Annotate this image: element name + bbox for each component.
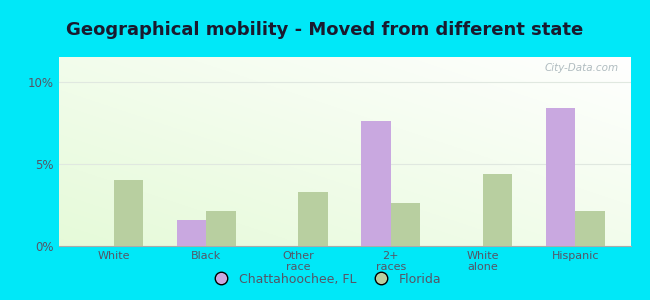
Bar bbox=[391, 203, 420, 246]
Bar bbox=[177, 220, 206, 246]
Bar bbox=[545, 108, 575, 246]
Bar bbox=[206, 212, 236, 246]
Bar bbox=[114, 180, 144, 246]
Bar bbox=[483, 174, 512, 246]
Bar bbox=[575, 212, 604, 246]
Text: Geographical mobility - Moved from different state: Geographical mobility - Moved from diffe… bbox=[66, 21, 584, 39]
Legend: Chattahoochee, FL, Florida: Chattahoochee, FL, Florida bbox=[203, 268, 447, 291]
Text: City-Data.com: City-Data.com bbox=[545, 63, 619, 73]
Bar bbox=[298, 192, 328, 246]
Bar bbox=[361, 121, 391, 246]
